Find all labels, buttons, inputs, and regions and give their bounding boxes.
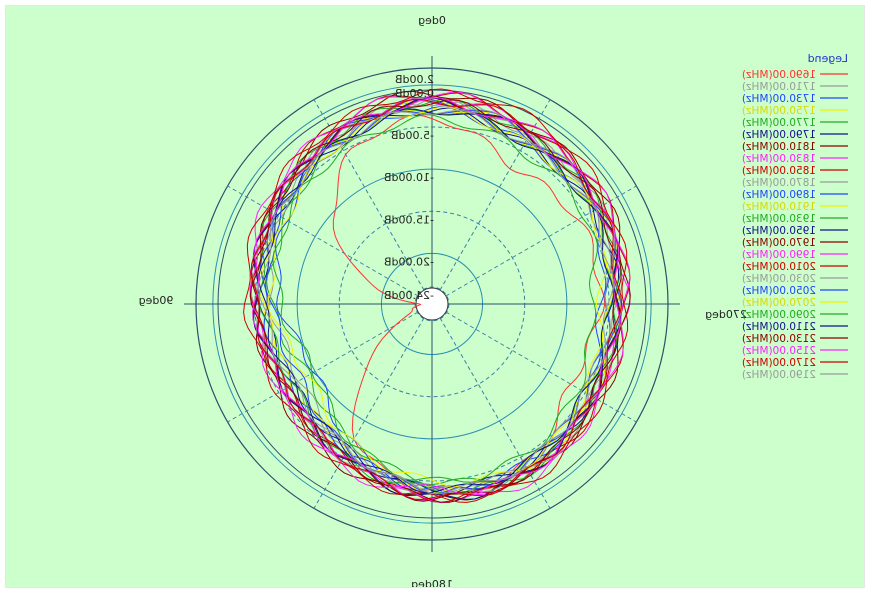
legend-entry-label: 1950.00(MHz) bbox=[742, 225, 816, 237]
legend-entry-label: 2030.00(MHz) bbox=[742, 273, 816, 285]
legend-entry-label: 2070.00(MHz) bbox=[742, 297, 816, 309]
legend-entry-label: 1990.00(MHz) bbox=[742, 249, 816, 261]
legend-entry-label: 1930.00(MHz) bbox=[742, 213, 816, 225]
legend-entry-label: 1890.00(MHz) bbox=[742, 189, 816, 201]
series-line bbox=[258, 108, 614, 494]
series-line bbox=[266, 96, 612, 494]
angle-spoke bbox=[227, 311, 419, 423]
legend-entry-label: 1870.00(MHz) bbox=[742, 177, 816, 189]
series-line bbox=[258, 107, 620, 495]
angle-spoke bbox=[445, 311, 637, 423]
legend-entry-label: 1770.00(MHz) bbox=[742, 117, 816, 129]
angle-spoke bbox=[439, 317, 551, 509]
legend-entry-label: 1750.00(MHz) bbox=[742, 105, 816, 117]
angle-spoke bbox=[439, 99, 551, 291]
legend-entry-label: 1690.00(MHz) bbox=[742, 69, 816, 81]
legend-entry-label: 1710.00(MHz) bbox=[742, 81, 816, 93]
polar-grid bbox=[184, 56, 680, 552]
legend-entry-label: 1970.00(MHz) bbox=[742, 237, 816, 249]
legend-entry-label: 1810.00(MHz) bbox=[742, 141, 816, 153]
angle-spoke bbox=[313, 317, 425, 509]
angle-label: 0deg bbox=[418, 14, 446, 27]
radial-tick-label: -10.00dB bbox=[384, 171, 434, 184]
legend-entry-label: 2090.00(MHz) bbox=[742, 309, 816, 321]
radial-tick-label: -5.00dB bbox=[391, 129, 434, 142]
legend-entry-label: 2170.00(MHz) bbox=[742, 357, 816, 369]
legend: Legend 1690.00(MHz)1710.00(MHz)1730.00(MH… bbox=[742, 52, 848, 381]
legend-title: Legend bbox=[808, 52, 848, 65]
series-line bbox=[257, 109, 614, 495]
series-line bbox=[250, 98, 623, 500]
legend-entry-label: 2130.00(MHz) bbox=[742, 333, 816, 345]
series-line bbox=[250, 99, 631, 501]
legend-entry-label: 1830.00(MHz) bbox=[742, 153, 816, 165]
radial-tick-label: 0.00dB bbox=[395, 87, 434, 100]
legend-entry-label: 2150.00(MHz) bbox=[742, 345, 816, 357]
angle-spoke bbox=[227, 185, 419, 297]
chart-frame: 2.00dB 0.00dB -5.00dB -10.00dB -15.00dB -20.0… bbox=[6, 6, 864, 587]
radial-tick-label: -20.00dB bbox=[384, 255, 434, 268]
legend-entry-label: 2010.00(MHz) bbox=[742, 261, 816, 273]
legend-entry-label: 2050.00(MHz) bbox=[742, 285, 816, 297]
series-line bbox=[249, 91, 631, 504]
series-line bbox=[267, 106, 608, 488]
legend-entry-label: 1850.00(MHz) bbox=[742, 165, 816, 177]
legend-entry-label: 2190.00(MHz) bbox=[742, 369, 816, 381]
series-line bbox=[260, 97, 622, 491]
series-line bbox=[249, 99, 622, 503]
legend-entry-label: 1790.00(MHz) bbox=[742, 129, 816, 141]
radial-tick-label: -15.00dB bbox=[384, 213, 434, 226]
angle-label: 90deg bbox=[139, 294, 174, 307]
series-line bbox=[251, 98, 623, 493]
series-line bbox=[249, 92, 631, 503]
legend-entry-label: 1730.00(MHz) bbox=[742, 93, 816, 105]
angle-spoke bbox=[445, 185, 637, 297]
angle-label: 270deg bbox=[705, 308, 747, 321]
series-layer bbox=[243, 88, 631, 504]
radial-tick-label: -24.00dB bbox=[384, 289, 434, 302]
legend-entry-label: 2110.00(MHz) bbox=[742, 321, 816, 333]
series-line bbox=[243, 88, 629, 503]
angle-label: 180deg bbox=[411, 578, 453, 587]
series-line bbox=[272, 114, 598, 483]
legend-entry-label: 1910.00(MHz) bbox=[742, 201, 816, 213]
radial-tick-label: 2.00dB bbox=[395, 73, 434, 86]
